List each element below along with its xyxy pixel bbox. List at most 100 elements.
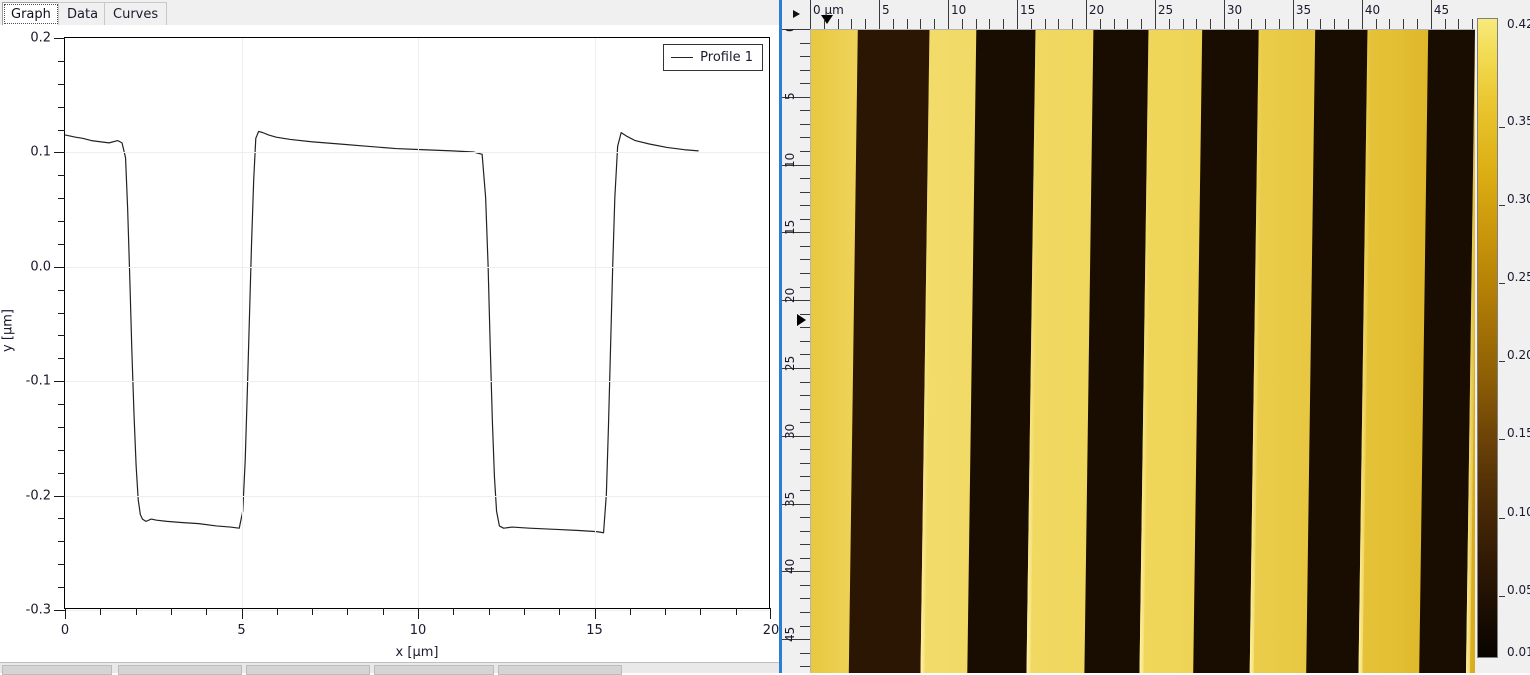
ruler-tick-major	[1223, 0, 1225, 29]
y-tick-minor	[58, 289, 65, 291]
legend-box[interactable]: Profile 1	[663, 44, 763, 71]
y-tick-major	[54, 152, 65, 154]
x-tick-minor	[665, 608, 667, 615]
x-tick-major	[65, 608, 66, 619]
ruler-tick-minor	[1141, 19, 1143, 29]
ruler-tick-minor	[800, 584, 810, 586]
ruler-tick-minor	[1472, 19, 1474, 29]
ruler-tick-minor	[1113, 19, 1115, 29]
ruler-tick-minor	[975, 19, 977, 29]
ruler-tick-minor	[1320, 19, 1322, 29]
y-tick-minor	[58, 175, 65, 177]
y-tick-minor	[58, 221, 65, 223]
x-tick-minor	[559, 608, 561, 615]
ruler-tick-major	[782, 164, 810, 166]
y-tick-minor	[58, 243, 65, 245]
afm-dark-trench	[967, 30, 1036, 673]
ruler-label-horizontal: 25	[1157, 3, 1174, 17]
ruler-tick-major	[782, 300, 810, 302]
ruler-tick-minor	[1417, 19, 1419, 29]
x-tick-minor	[700, 608, 702, 615]
x-tick-minor	[100, 608, 102, 615]
tab-curves[interactable]: Curves	[104, 2, 168, 26]
ruler-label-vertical: 40	[783, 559, 797, 575]
ruler-tick-minor	[1279, 19, 1281, 29]
ruler-label-vertical: 45	[783, 626, 797, 643]
taskbar-button[interactable]	[2, 665, 112, 675]
x-tick-minor	[276, 608, 278, 615]
colorbar-gradient[interactable]	[1477, 18, 1498, 658]
ruler-tick-major	[782, 639, 810, 641]
ruler-tick-minor	[800, 598, 810, 600]
gridline-horizontal	[65, 610, 769, 611]
gridline-vertical	[594, 38, 596, 608]
profile-plot-area[interactable]: Profile 1 0.2 0.1 0.0 -0.1 -0.2 -0.3 0 5 10 15 20	[26, 31, 780, 639]
tab-data[interactable]: Data	[58, 2, 108, 26]
ruler-tick-minor	[837, 19, 839, 29]
colorbar-region: 0.42 µm 0.35 0.30 0.25 0.20 0.15 0.10 0.05 0.01	[1477, 17, 1530, 673]
ruler-label-horizontal: 45	[1433, 3, 1450, 17]
y-tick-label: -0.2	[25, 488, 51, 504]
y-tick-minor	[58, 472, 65, 474]
y-tick-minor	[58, 312, 65, 314]
ruler-tick-major	[947, 0, 949, 29]
panel-splitter[interactable]	[779, 0, 782, 673]
horizontal-cursor-marker[interactable]	[820, 15, 833, 24]
ruler-tick-minor	[800, 544, 810, 546]
y-tick-minor	[58, 541, 65, 543]
afm-edge-highlight	[920, 30, 934, 673]
ruler-tick-minor	[1306, 19, 1308, 29]
ruler-tick-minor	[800, 110, 810, 112]
ruler-tick-minor	[800, 245, 810, 247]
y-tick-minor	[58, 358, 65, 360]
ruler-label-vertical: 15	[783, 220, 797, 236]
taskbar-button[interactable]	[374, 665, 494, 675]
colorbar-tick	[1499, 127, 1505, 129]
colorbar-tick	[1499, 439, 1505, 441]
ruler-tick-minor	[1058, 19, 1060, 29]
afm-topography-image[interactable]	[811, 30, 1475, 673]
vertical-ruler[interactable]: 0 µm 5 10 15 20 25 30 35 40 45	[782, 29, 811, 673]
ruler-tick-minor	[1251, 19, 1253, 29]
ruler-tick-minor	[800, 69, 810, 71]
colorbar-tick-label: 0.30	[1507, 192, 1530, 207]
ruler-tick-minor	[800, 449, 810, 451]
colorbar-tick	[1499, 205, 1505, 207]
play-arrow-icon	[793, 10, 800, 18]
y-tick-minor	[58, 449, 65, 451]
y-tick-minor	[58, 106, 65, 108]
ruler-label-vertical: 20	[783, 287, 797, 304]
ruler-tick-minor	[800, 557, 810, 559]
horizontal-ruler[interactable]: 0 µm 5 10 15 20 25 30 35 40 45	[810, 0, 1475, 30]
x-tick-minor	[170, 608, 172, 615]
ruler-tick-minor	[800, 42, 810, 44]
ruler-tick-major	[1154, 0, 1156, 29]
taskbar-button[interactable]	[118, 665, 242, 675]
gridline-vertical	[418, 38, 419, 608]
y-tick-minor	[58, 518, 65, 520]
ruler-tick-minor	[1044, 19, 1046, 29]
taskbar-button[interactable]	[498, 665, 622, 675]
ruler-tick-major	[1016, 0, 1018, 29]
y-tick-minor	[58, 83, 65, 85]
gridline-horizontal	[65, 266, 769, 268]
x-tick-label: 20	[762, 623, 780, 638]
afm-edge-highlight	[1358, 30, 1372, 673]
tab-graph[interactable]: Graph	[2, 2, 60, 26]
vertical-cursor-marker[interactable]	[797, 314, 806, 327]
ruler-tick-minor	[800, 218, 810, 220]
colorbar-tick-label: 0.20	[1507, 348, 1530, 363]
y-tick-major	[54, 381, 65, 383]
ruler-label-vertical: 25	[783, 355, 797, 371]
colorbar-tick-label: 0.25	[1507, 270, 1530, 285]
ruler-label-vertical: 35	[783, 491, 797, 507]
ruler-tick-minor	[800, 56, 810, 58]
ruler-tick-minor	[1375, 19, 1377, 29]
ruler-tick-minor	[800, 123, 810, 125]
afm-edge-highlight	[1139, 30, 1153, 673]
taskbar-button[interactable]	[246, 665, 370, 675]
afm-dark-trench	[1306, 30, 1368, 673]
ruler-tick-minor	[1182, 19, 1184, 29]
x-axis-title: x [µm]	[395, 645, 439, 660]
ruler-tick-minor	[800, 205, 810, 207]
